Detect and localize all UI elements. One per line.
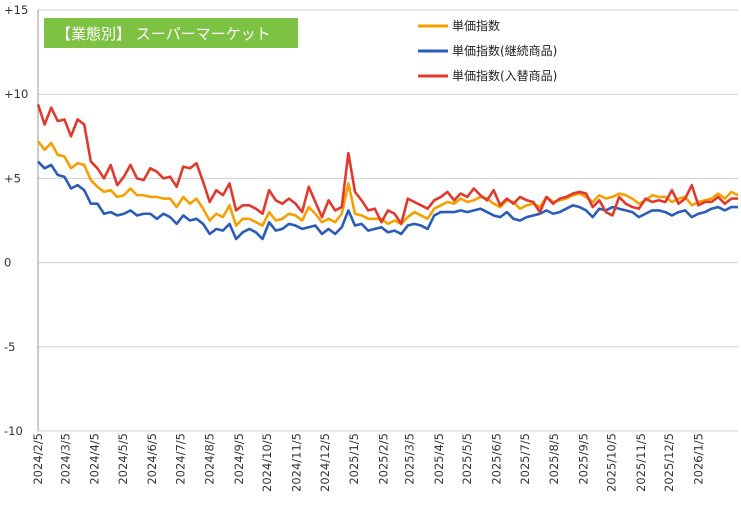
y-tick-label: -10 [4,424,23,438]
x-tick-label: 2025/8/5 [547,433,561,485]
y-tick-label: +5 [4,171,21,185]
y-axis-tick-labels: +15 +10 +5 0 -5 -10 [4,3,28,438]
series-line-0 [36,140,739,227]
x-tick-label: 2024/11/5 [289,433,303,492]
x-tick-label: 2024/3/5 [58,433,72,485]
x-tick-label: 2024/4/5 [88,433,102,485]
legend-label: 単価指数(継続商品) [452,43,557,58]
x-tick-label: 2026/1/5 [691,433,705,485]
x-tick-label: 2025/12/5 [662,433,676,492]
x-tick-label: 2025/9/5 [576,433,590,485]
legend-label: 単価指数 [452,18,500,33]
y-tick-label: 0 [4,256,11,270]
x-tick-label: 2024/9/5 [232,433,246,485]
series-line-1 [37,160,738,241]
y-tick-label: +10 [4,87,28,101]
x-axis-tick-labels: 2024/2/5 2024/3/5 2024/4/5 2024/5/5 2024/6/5… [31,433,705,492]
series-lines [36,103,739,241]
x-tick-label: 2025/6/5 [489,433,503,485]
x-tick-label: 2025/7/5 [518,433,532,485]
x-tick-label: 2024/10/5 [260,433,274,492]
x-tick-label: 2024/6/5 [145,433,159,485]
legend-label: 単価指数(入替商品) [452,68,557,83]
x-tick-label: 2024/2/5 [31,433,45,485]
x-tick-label: 2025/1/5 [347,433,361,485]
chart-title: 【業態別】 スーパーマーケット [56,25,271,43]
series-line-2 [36,103,738,226]
chart-title-box: 【業態別】 スーパーマーケット [44,18,298,48]
y-tick-label: -5 [4,340,15,354]
x-tick-label: 2025/2/5 [376,433,390,485]
x-tick-label: 2025/10/5 [605,433,619,492]
x-tick-label: 2024/8/5 [203,433,217,485]
x-tick-label: 2025/11/5 [634,433,648,492]
x-tick-label: 2025/5/5 [460,433,474,485]
x-tick-label: 2024/7/5 [173,433,187,485]
y-tick-label: +15 [4,3,28,17]
x-tick-label: 2025/3/5 [403,433,417,485]
title-background [44,18,298,48]
x-tick-label: 2024/12/5 [318,433,332,492]
x-tick-label: 2025/4/5 [432,433,446,485]
gridlines [37,9,738,432]
x-tick-label: 2024/5/5 [116,433,130,485]
